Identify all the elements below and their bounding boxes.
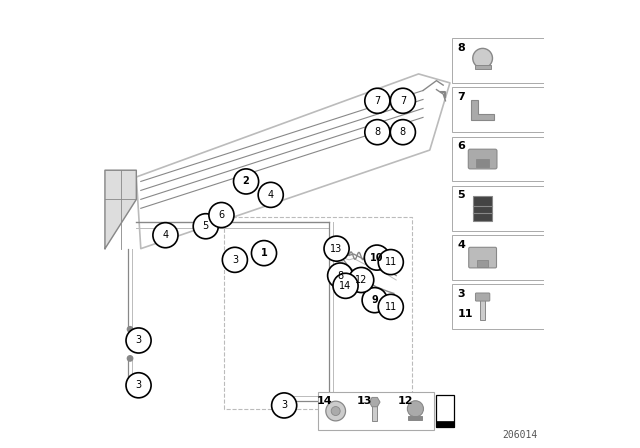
Circle shape — [473, 48, 493, 68]
Bar — [452, 137, 544, 181]
Text: 8: 8 — [458, 43, 465, 52]
Text: 206014: 206014 — [502, 430, 538, 440]
Text: 4: 4 — [458, 240, 465, 250]
Circle shape — [328, 263, 353, 288]
Bar — [452, 38, 544, 83]
Bar — [474, 65, 491, 69]
Bar — [317, 392, 435, 430]
Circle shape — [349, 267, 374, 293]
Circle shape — [378, 250, 403, 275]
Text: 3: 3 — [136, 380, 141, 390]
Text: 12: 12 — [397, 396, 413, 406]
Circle shape — [332, 407, 340, 416]
Text: 3: 3 — [232, 255, 238, 265]
Circle shape — [127, 327, 132, 332]
Circle shape — [365, 88, 390, 113]
Circle shape — [362, 288, 387, 313]
Text: 7: 7 — [374, 96, 380, 106]
Polygon shape — [105, 170, 136, 249]
Bar — [473, 196, 492, 221]
Text: 10: 10 — [370, 253, 383, 263]
Text: 11: 11 — [458, 309, 473, 319]
Bar — [436, 421, 454, 427]
Circle shape — [326, 401, 346, 421]
Text: 11: 11 — [385, 302, 397, 312]
Text: 13: 13 — [357, 396, 372, 406]
Circle shape — [324, 236, 349, 261]
Circle shape — [252, 241, 276, 266]
Circle shape — [126, 373, 151, 398]
Circle shape — [333, 273, 358, 298]
Polygon shape — [472, 100, 494, 120]
Bar — [452, 235, 544, 280]
Text: 1: 1 — [260, 248, 268, 258]
Text: 5: 5 — [203, 221, 209, 231]
Circle shape — [126, 328, 151, 353]
Circle shape — [271, 393, 297, 418]
Circle shape — [153, 223, 178, 248]
Text: 8: 8 — [337, 271, 343, 280]
Text: 3: 3 — [281, 401, 287, 410]
Circle shape — [127, 356, 132, 361]
Bar — [452, 186, 544, 231]
Circle shape — [390, 120, 415, 145]
Bar — [436, 395, 454, 427]
Bar — [452, 284, 544, 329]
Circle shape — [222, 247, 248, 272]
FancyBboxPatch shape — [476, 293, 490, 301]
Circle shape — [364, 245, 389, 270]
Text: 3: 3 — [458, 289, 465, 299]
Polygon shape — [369, 397, 380, 407]
Text: 14: 14 — [317, 396, 333, 406]
Text: 14: 14 — [339, 281, 351, 291]
Text: 6: 6 — [218, 210, 225, 220]
Circle shape — [407, 401, 424, 417]
Text: 7: 7 — [458, 92, 465, 102]
Circle shape — [234, 169, 259, 194]
Bar — [372, 404, 377, 421]
Bar — [452, 87, 544, 132]
Text: 11: 11 — [385, 257, 397, 267]
Text: 2: 2 — [243, 177, 250, 186]
Circle shape — [365, 120, 390, 145]
Text: 9: 9 — [371, 295, 378, 305]
Text: 5: 5 — [458, 190, 465, 200]
Text: 12: 12 — [355, 275, 367, 285]
Circle shape — [390, 88, 415, 113]
Circle shape — [193, 214, 218, 239]
Bar — [477, 260, 488, 267]
Circle shape — [258, 182, 284, 207]
FancyBboxPatch shape — [468, 247, 497, 268]
Text: 7: 7 — [400, 96, 406, 106]
FancyBboxPatch shape — [468, 149, 497, 169]
Bar — [408, 416, 422, 420]
Text: 13: 13 — [330, 244, 342, 254]
Text: 8: 8 — [374, 127, 380, 137]
Text: 4: 4 — [268, 190, 274, 200]
Text: 8: 8 — [400, 127, 406, 137]
Circle shape — [378, 294, 403, 319]
Bar — [476, 159, 489, 167]
Text: 3: 3 — [136, 336, 141, 345]
Circle shape — [209, 202, 234, 228]
Text: 6: 6 — [458, 141, 465, 151]
Text: 4: 4 — [163, 230, 168, 240]
Bar — [480, 299, 485, 320]
